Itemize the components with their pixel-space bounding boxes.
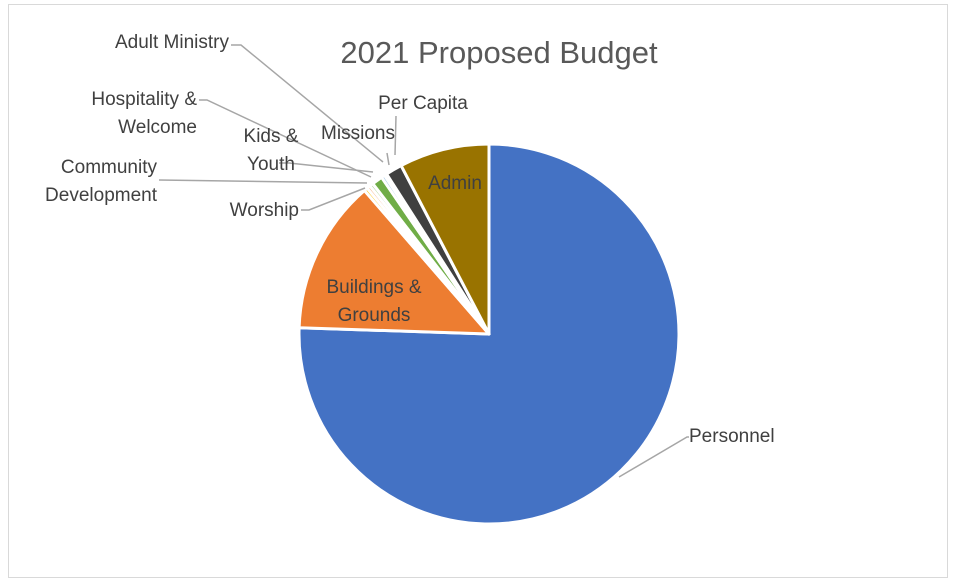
data-label-per-capita: Per Capita — [378, 93, 468, 114]
data-label-buildings-and-grounds: Buildings & Grounds — [326, 277, 421, 326]
leader-line-per-capita — [394, 115, 397, 156]
leader-line-community-development — [158, 179, 368, 184]
data-label-kids-and-youth: Kids & Youth — [244, 126, 299, 175]
leader-line-missions — [386, 152, 390, 166]
leader-line-adult-ministry — [231, 44, 384, 163]
leader-line-kids-and-youth — [279, 162, 374, 173]
leader-line-hospitality-and-welcome — [199, 99, 372, 178]
leader-line-personnel — [618, 436, 689, 478]
data-label-community-development: Community Development — [45, 157, 158, 206]
leader-line-worship — [301, 187, 366, 211]
pie-chart: Personnel Buildings & Grounds Worship Commun… — [45, 32, 775, 526]
pie-slice-buildings-and-grounds — [297, 189, 491, 336]
data-label-worship: Worship — [230, 200, 299, 221]
pie-slice-admin — [399, 142, 491, 336]
data-label-adult-ministry: Adult Ministry — [115, 32, 230, 53]
chart-title: 2021 Proposed Budget — [340, 35, 658, 70]
data-label-personnel: Personnel — [689, 426, 775, 447]
data-label-admin: Admin — [428, 173, 482, 194]
data-label-hospitality-and-welcome: Hospitality & Welcome — [91, 89, 197, 138]
chart-area: 2021 Proposed Budget Personnel Buildings … — [8, 4, 948, 578]
data-label-missions: Missions — [321, 123, 395, 144]
